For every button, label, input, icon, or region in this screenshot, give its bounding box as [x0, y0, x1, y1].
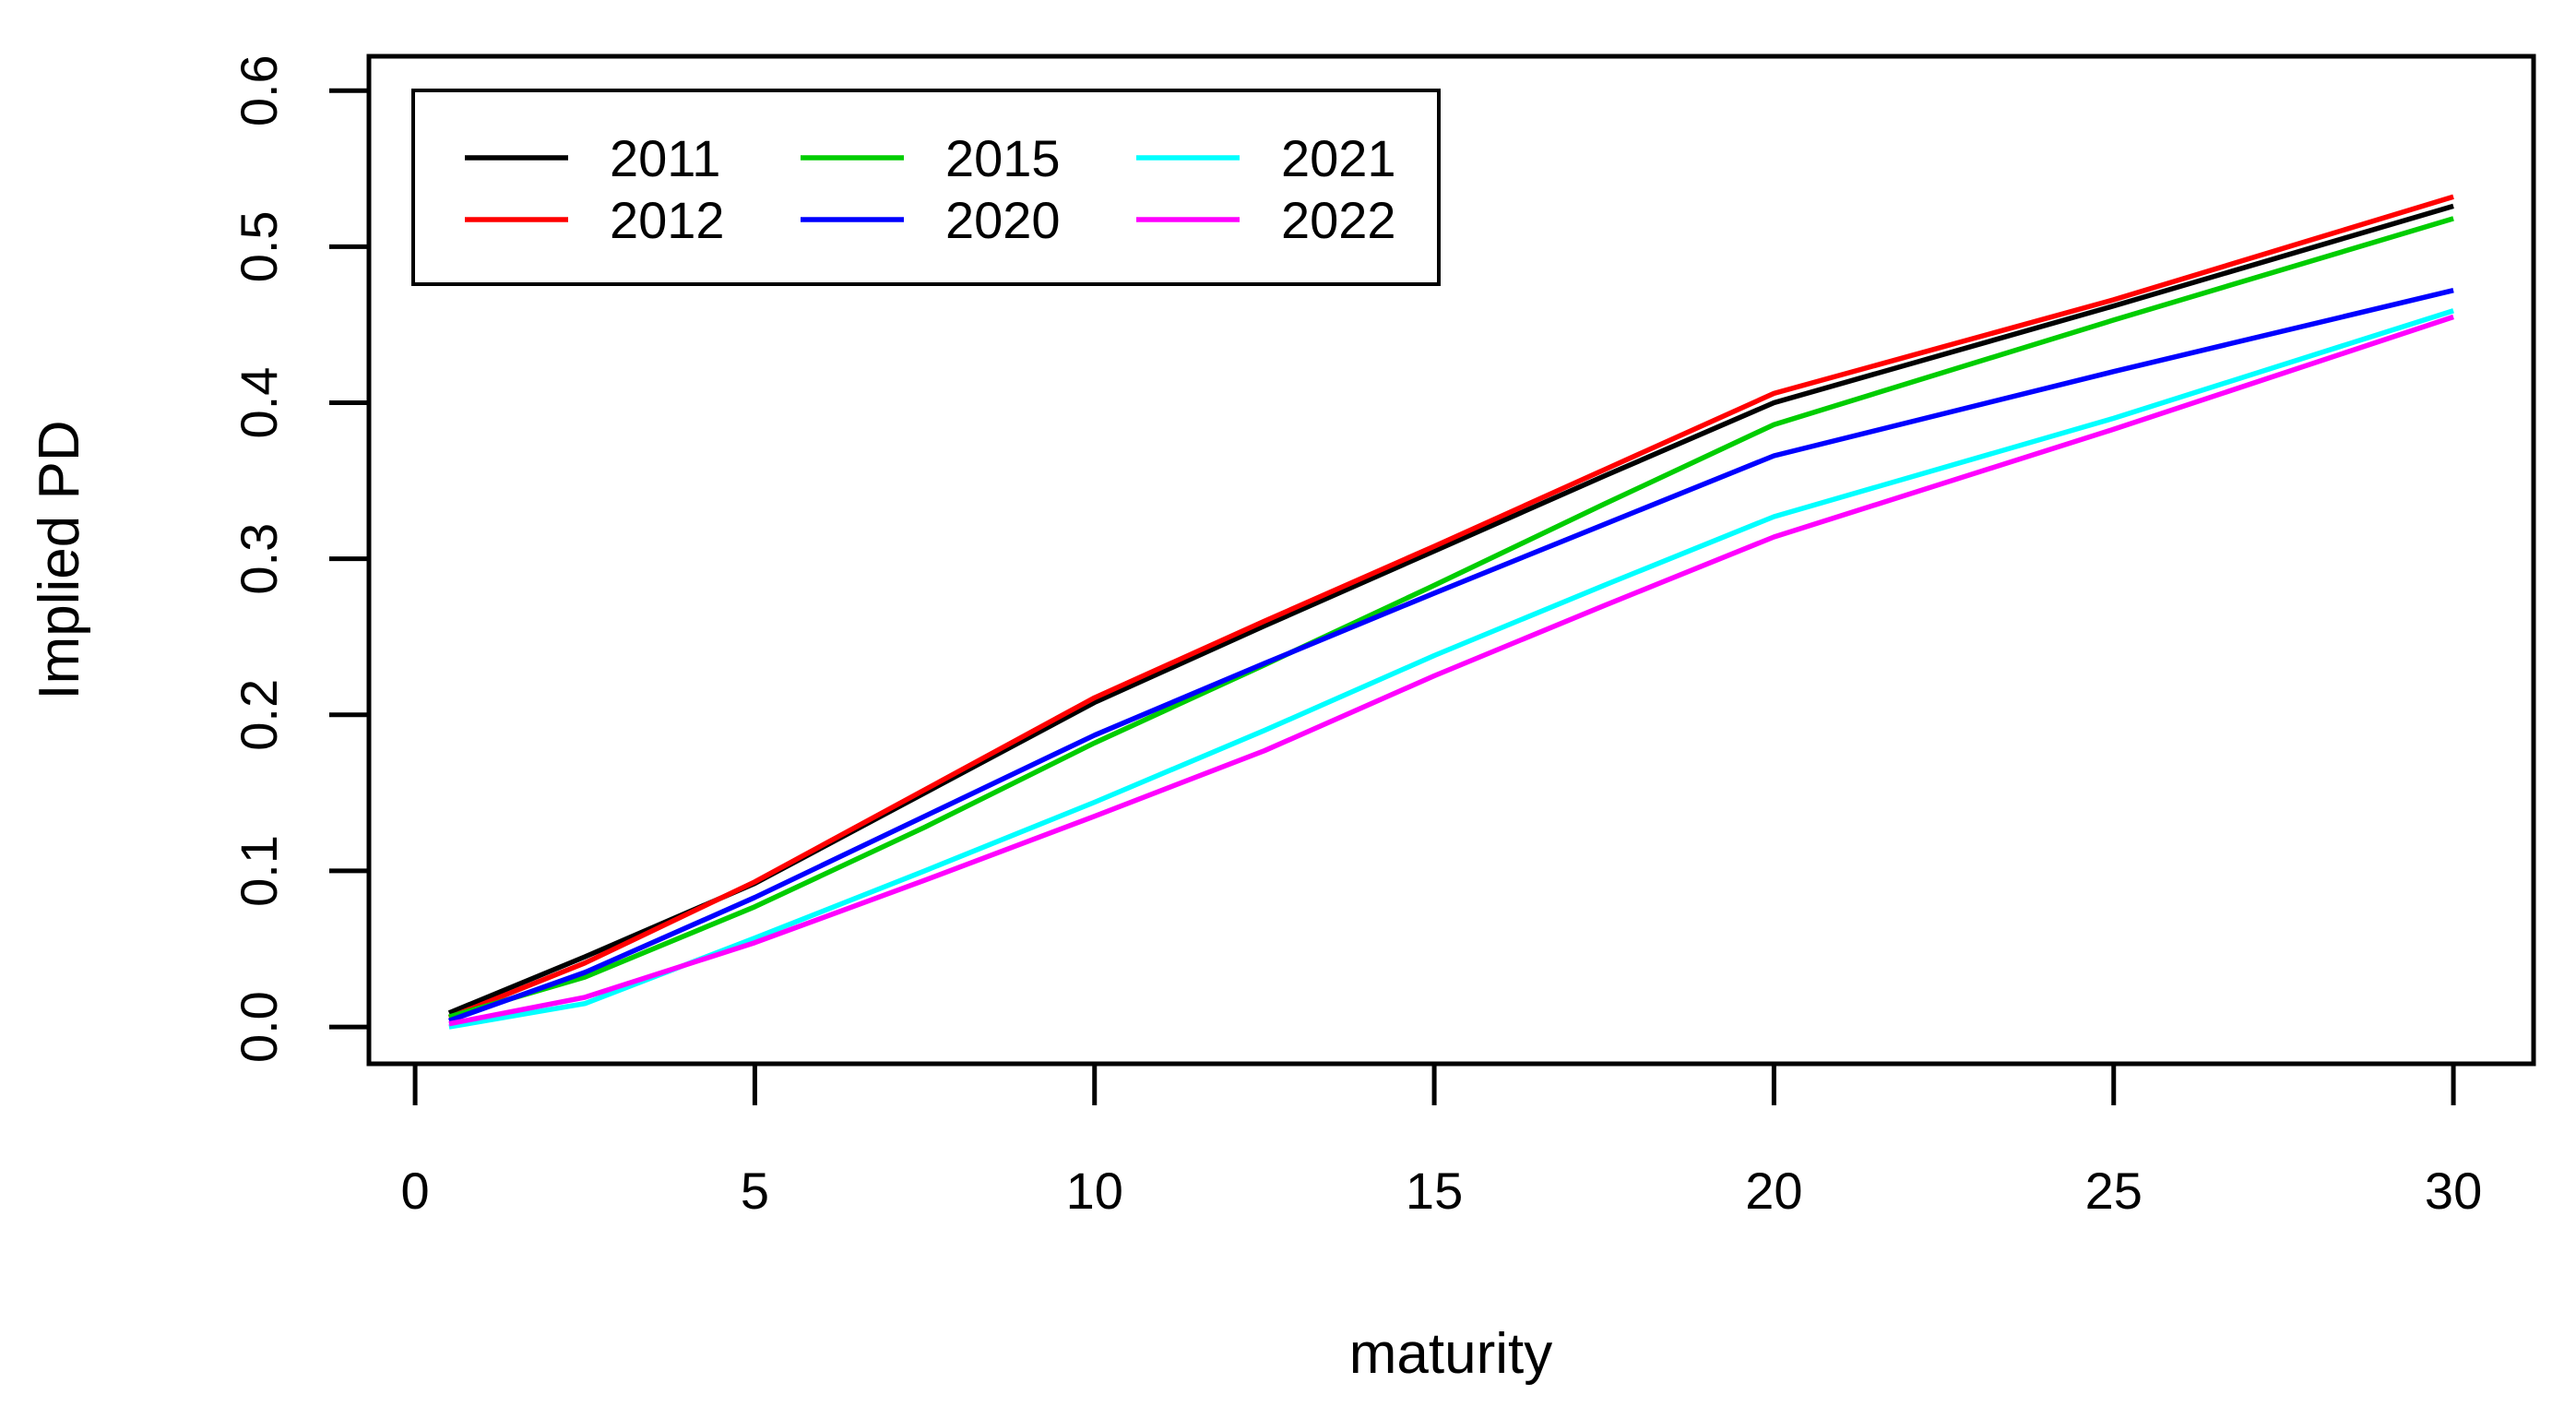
y-tick-label: 0.3	[230, 523, 288, 595]
y-tick-label: 0.5	[230, 210, 288, 282]
x-tick-label: 5	[741, 1162, 769, 1220]
legend-label-2012: 2012	[610, 191, 725, 249]
y-axis-title: Implied PD	[28, 420, 91, 699]
series-line-2011	[447, 203, 2454, 1016]
legend-label-2011: 2011	[610, 129, 720, 187]
legend-label-2020: 2020	[945, 191, 1061, 249]
series-line-2020	[447, 288, 2454, 1023]
legend-label-2021: 2021	[1281, 129, 1396, 187]
y-tick-label: 0.0	[230, 991, 288, 1063]
series-line-2022	[448, 314, 2454, 1027]
x-tick-label: 30	[2425, 1162, 2482, 1220]
series-lines	[447, 194, 2454, 1030]
x-tick-label: 0	[401, 1162, 430, 1220]
x-tick-label: 15	[1406, 1162, 1463, 1220]
y-tick-label: 0.1	[230, 835, 288, 907]
x-axis-title: maturity	[1349, 1322, 1552, 1386]
legend-label-2015: 2015	[945, 129, 1061, 187]
series-line-2012	[447, 194, 2454, 1020]
y-tick-label: 0.6	[230, 54, 288, 126]
y-tick-label: 0.2	[230, 679, 288, 751]
x-tick-label: 25	[2085, 1162, 2143, 1220]
y-tick-label: 0.4	[230, 367, 288, 439]
legend-label-2022: 2022	[1281, 191, 1396, 249]
y-axis: 0.0 0.1 0.2 0.3 0.4 0.5 0.6	[230, 54, 369, 1063]
x-tick-label: 20	[1745, 1162, 1802, 1220]
x-axis: 0 5 10 15 20 25 30	[401, 1064, 2482, 1220]
legend-box	[411, 89, 1441, 286]
x-tick-label: 10	[1066, 1162, 1123, 1220]
